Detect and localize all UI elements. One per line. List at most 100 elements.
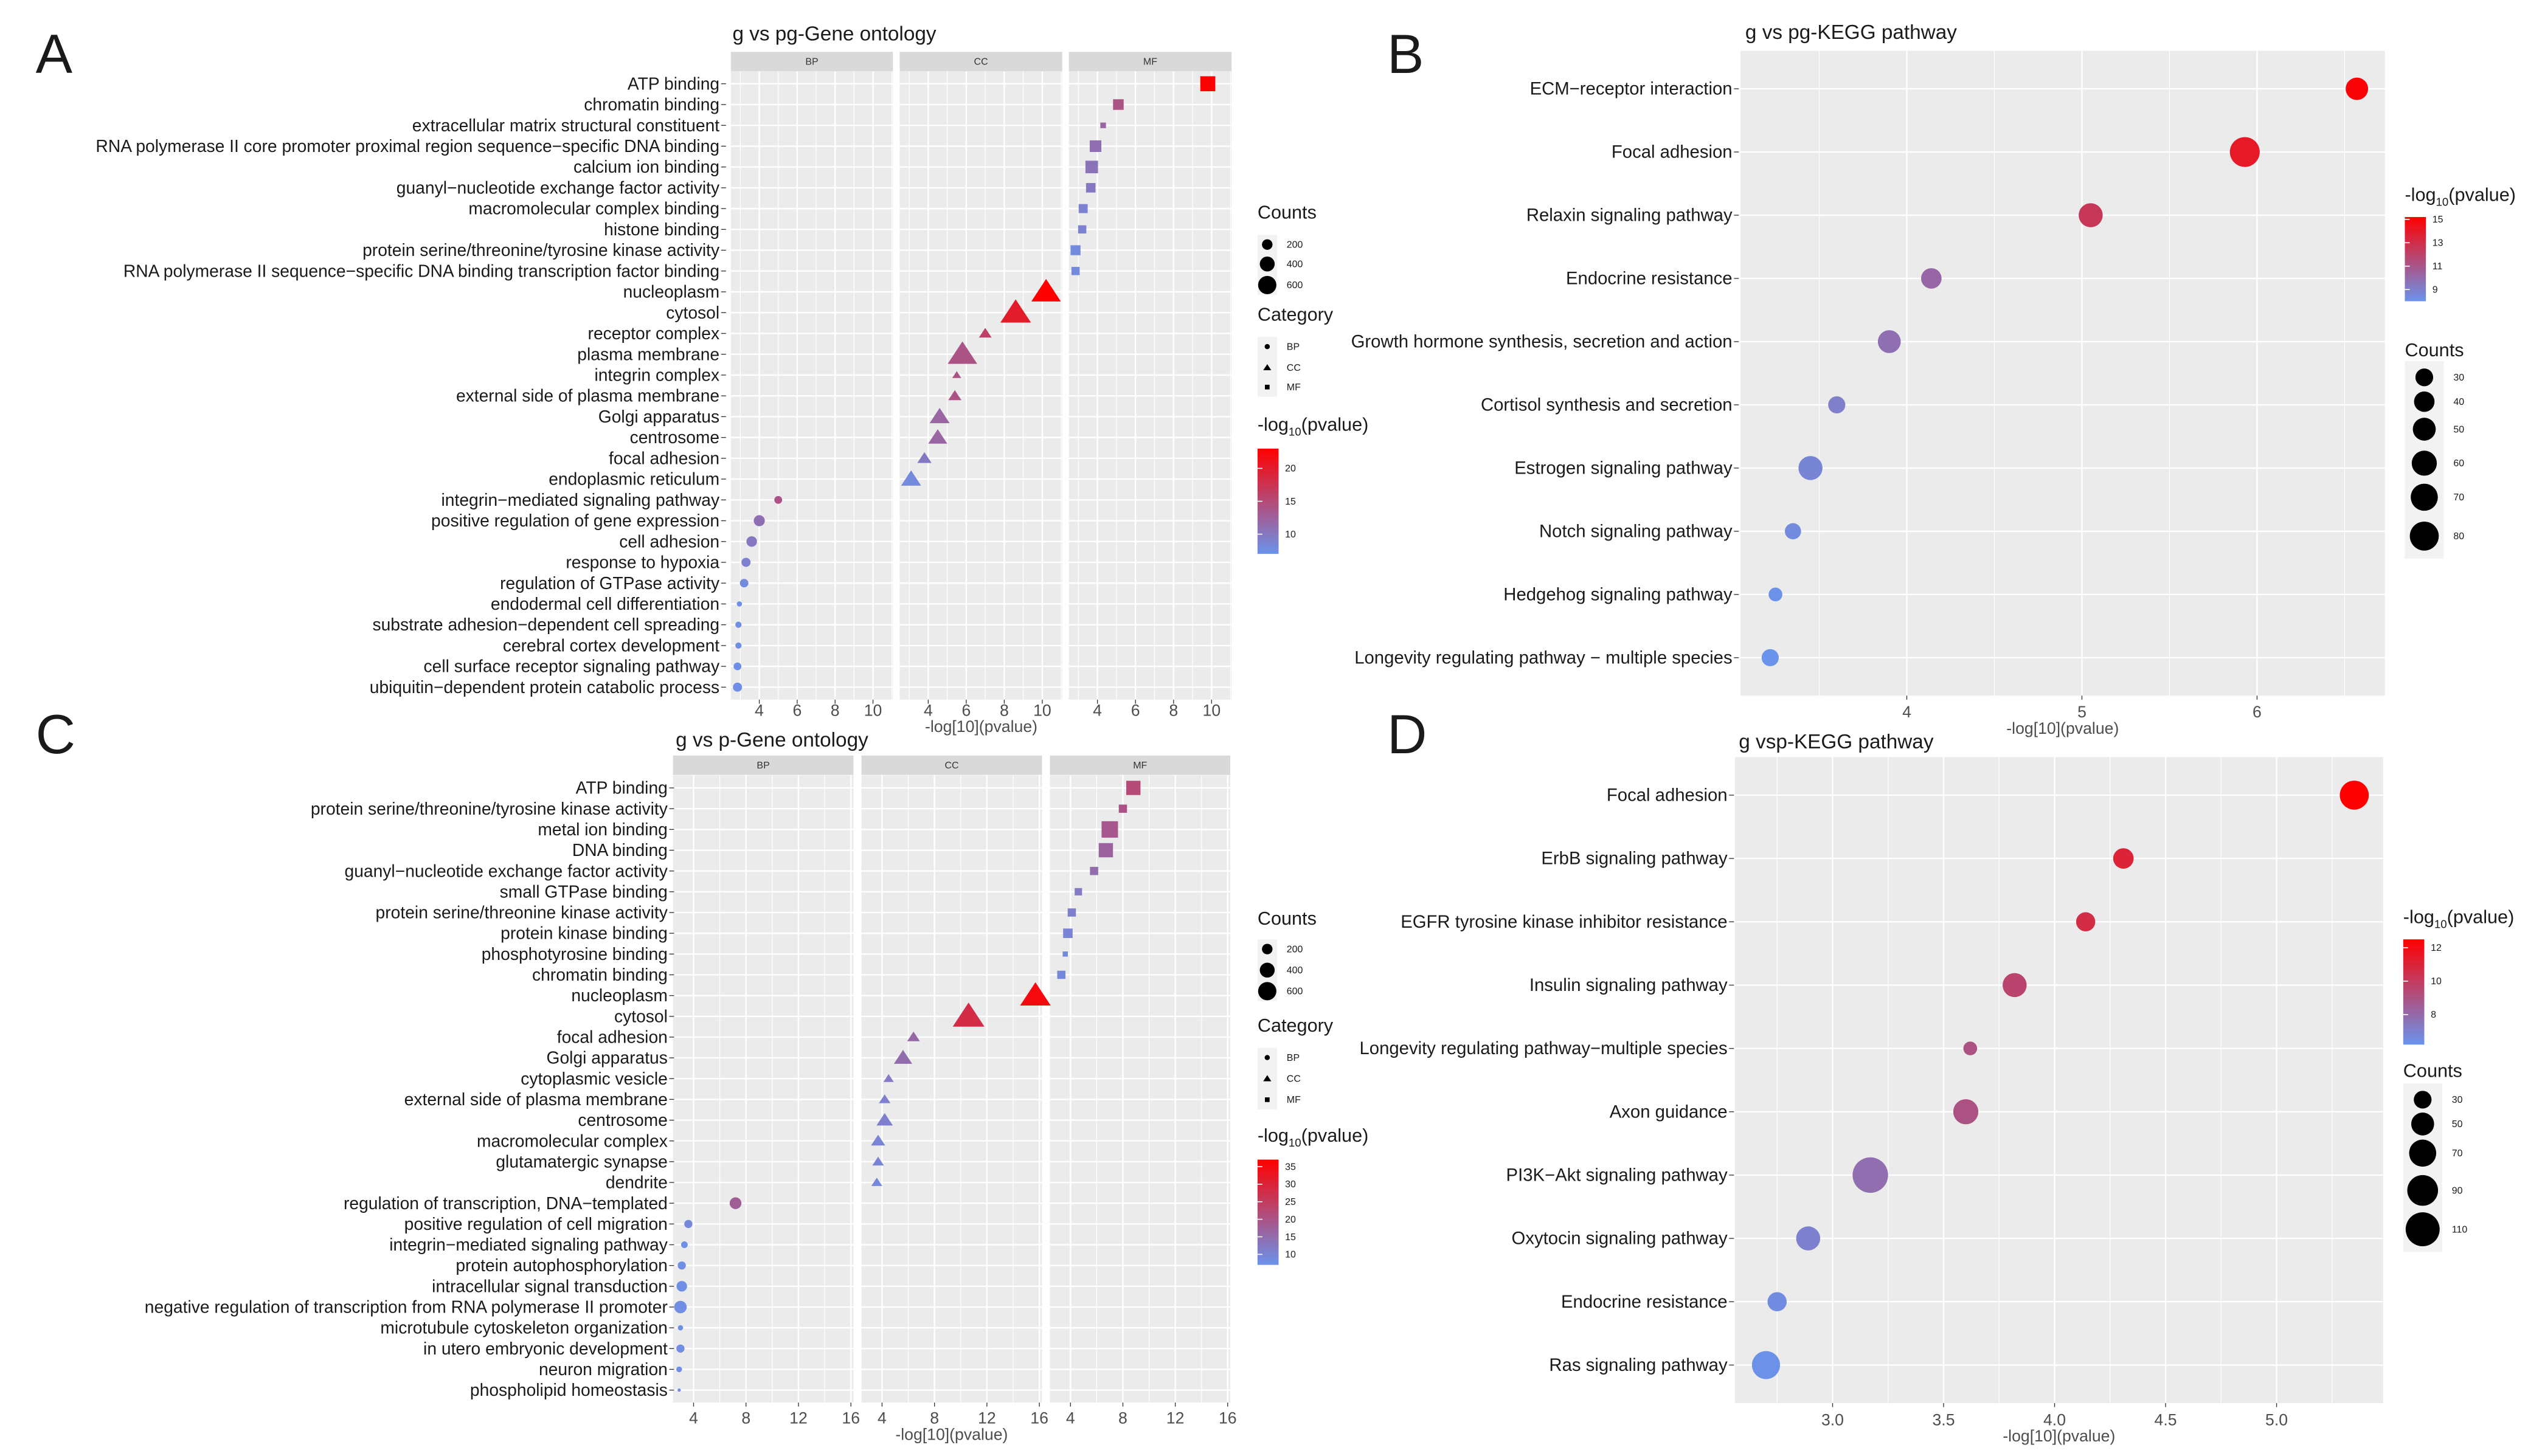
size-legend-dot	[2411, 1113, 2434, 1136]
x-tick-label: 4	[1066, 1409, 1075, 1427]
color-legend-title-prefix: -log	[1258, 1125, 1289, 1146]
data-point	[729, 1197, 742, 1209]
size-legend-label: 110	[2452, 1224, 2468, 1235]
shape-legend-label: MF	[1287, 382, 1301, 393]
plot-panel	[861, 775, 1042, 1403]
color-legend-title: -log10(pvalue)	[1258, 415, 1368, 438]
y-axis-label: metal ion binding	[538, 819, 667, 839]
data-point	[947, 341, 977, 364]
data-point	[1796, 1226, 1821, 1251]
color-bar-tick-label: 10	[1285, 530, 1296, 540]
y-axis-label: cell adhesion	[619, 531, 719, 551]
color-legend-title-prefix: -log	[2403, 907, 2434, 928]
size-legend-dot	[2409, 1139, 2437, 1167]
shape-legend-cc-icon	[1263, 1075, 1272, 1082]
size-legend-dot	[2411, 483, 2438, 511]
shape-legend-label: CC	[1287, 363, 1301, 373]
x-tick-label: 8	[1169, 702, 1178, 720]
y-axis-label: Longevity regulating pathway − multiple …	[1354, 647, 1732, 668]
chart-title: g vsp-KEGG pathway	[1739, 731, 1934, 753]
y-axis-label: cytosol	[666, 303, 719, 322]
y-axis-label: nucleoplasm	[623, 282, 720, 302]
x-axis-title: -log[10](pvalue)	[895, 1425, 1008, 1443]
y-axis-label: integrin−mediated signaling pathway	[442, 490, 720, 509]
data-point	[871, 1178, 882, 1186]
shape-legend-label: BP	[1287, 342, 1300, 352]
plot-panel	[899, 71, 1062, 700]
data-point	[1798, 456, 1823, 480]
size-legend-dot	[2412, 418, 2436, 441]
data-point	[1067, 908, 1076, 917]
y-axis-label: endoplasmic reticulum	[549, 469, 719, 489]
color-bar-tick-label: 9	[2433, 285, 2438, 295]
color-bar-tick-label: 15	[1285, 497, 1296, 507]
y-axis-label: Estrogen signaling pathway	[1514, 458, 1733, 478]
y-axis-label: Relaxin signaling pathway	[1526, 205, 1733, 226]
data-point	[1920, 268, 1942, 289]
y-axis-label: centrosome	[630, 427, 720, 447]
data-point	[1113, 99, 1124, 110]
data-point	[1000, 299, 1031, 323]
x-tick-label: 6	[792, 702, 802, 720]
size-legend-label: 80	[2453, 531, 2464, 542]
y-axis-label: macromolecular complex binding	[468, 199, 719, 218]
data-point	[739, 579, 749, 588]
x-tick-label: 8	[1000, 702, 1009, 720]
size-legend-label: 60	[2453, 458, 2464, 469]
y-axis-label: Golgi apparatus	[547, 1048, 668, 1068]
color-bar-tick-label: 12	[2431, 943, 2442, 953]
data-point	[1751, 1351, 1781, 1379]
y-axis-label: histone binding	[604, 219, 719, 239]
data-point	[917, 452, 932, 463]
data-point	[928, 429, 947, 444]
data-point	[871, 1134, 885, 1146]
x-tick-label: 8	[1118, 1409, 1127, 1427]
size-legend-dot	[2414, 391, 2435, 412]
x-tick-label: 6	[1131, 702, 1140, 720]
size-legend-label: 40	[2453, 397, 2464, 407]
shape-legend-mf-icon	[1264, 384, 1270, 390]
facet-strip	[1068, 52, 1232, 72]
size-legend-dot	[1259, 256, 1275, 272]
y-axis-label: in utero embryonic development	[423, 1339, 668, 1358]
size-legend-dot	[2407, 1175, 2439, 1206]
y-axis-label: guanyl−nucleotide exchange factor activi…	[397, 178, 720, 197]
y-axis-label: small GTPase binding	[500, 882, 668, 901]
data-point	[733, 662, 742, 671]
size-legend-label: 400	[1287, 965, 1303, 976]
y-axis-label: negative regulation of transcription fro…	[145, 1297, 668, 1317]
data-point	[676, 1344, 685, 1353]
data-point	[978, 328, 992, 338]
data-point	[2113, 848, 2134, 869]
data-point	[735, 621, 742, 628]
y-axis-label: protein autophosphorylation	[455, 1255, 668, 1275]
x-tick-label: 8	[831, 702, 840, 720]
y-axis-label: plasma membrane	[577, 344, 719, 364]
color-bar-tick-label: 30	[1285, 1179, 1296, 1190]
x-tick-label: 3.0	[1821, 1410, 1844, 1429]
panel-letter: B	[1387, 24, 1424, 85]
y-axis-label: Growth hormone synthesis, secretion and …	[1351, 332, 1733, 352]
y-axis-label: calcium ion binding	[573, 157, 719, 176]
color-bar-tick-label: 13	[2433, 238, 2443, 249]
data-point	[1953, 1099, 1979, 1125]
data-point	[1126, 781, 1141, 795]
y-axis-label: DNA binding	[572, 840, 668, 860]
y-axis-label: phospholipid homeostasis	[470, 1380, 668, 1399]
color-bar	[2405, 216, 2426, 302]
y-axis-label: protein kinase binding	[500, 923, 668, 943]
data-point	[753, 515, 765, 526]
y-axis-label: receptor complex	[588, 323, 720, 343]
x-tick-label: 5.0	[2265, 1410, 2288, 1429]
data-point	[676, 1281, 687, 1292]
shape-legend-title: Category	[1258, 304, 1334, 325]
y-axis-label: glutamatergic synapse	[496, 1151, 668, 1171]
data-point	[1768, 587, 1782, 602]
y-axis-label: intracellular signal transduction	[432, 1276, 668, 1296]
color-bar-tick-label: 10	[1285, 1250, 1296, 1260]
color-legend-title-prefix: -log	[1258, 415, 1289, 435]
x-tick-label: 16	[842, 1409, 860, 1427]
y-axis-label: Hedgehog signaling pathway	[1503, 584, 1733, 604]
